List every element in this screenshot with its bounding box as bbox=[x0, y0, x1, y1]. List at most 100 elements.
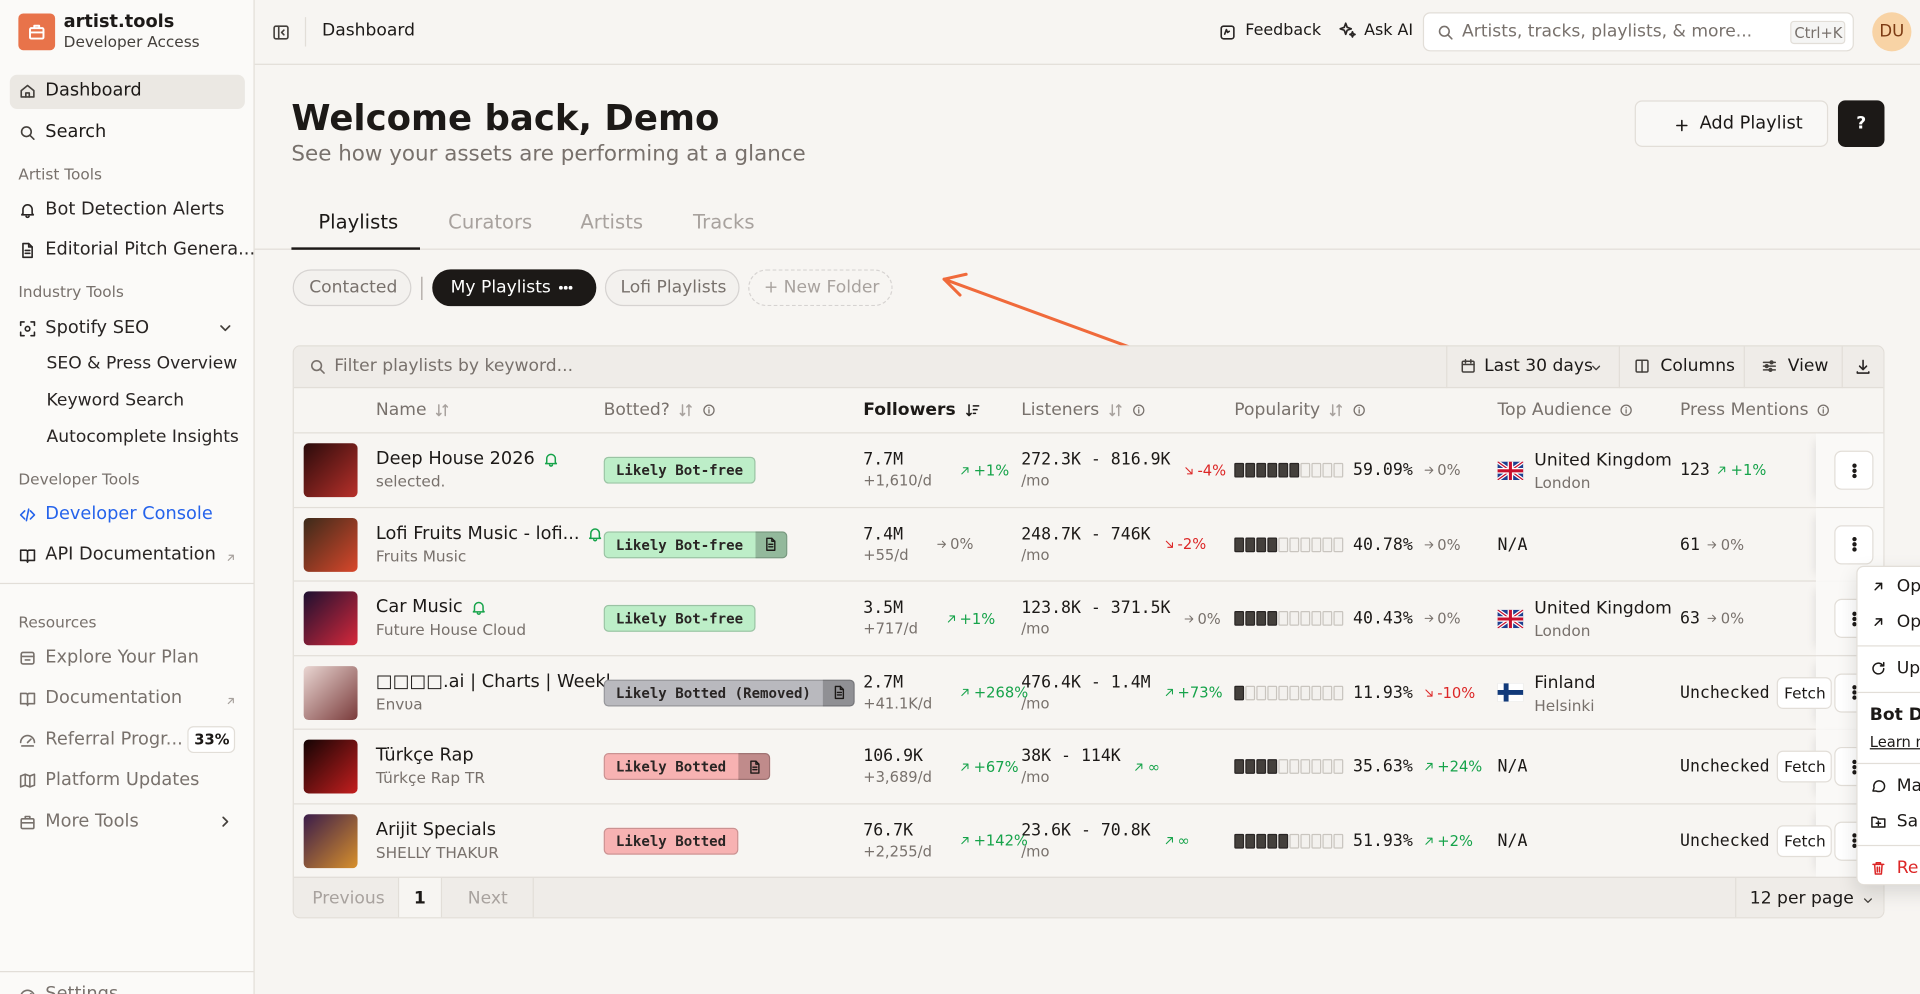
next-button[interactable]: Next bbox=[467, 888, 508, 909]
toolbar-divider bbox=[1446, 346, 1448, 389]
followers-cell: 76.7K +2,255/d +142% bbox=[863, 819, 1028, 862]
add-playlist-button[interactable]: Add Playlist bbox=[1634, 100, 1829, 147]
change-indicator: +67% bbox=[959, 758, 1019, 775]
column-header[interactable]: Botted? bbox=[604, 400, 717, 420]
icon-part bbox=[20, 817, 35, 829]
playlist-thumbnail bbox=[303, 739, 358, 794]
playlist-name-row[interactable]: Lofi Fruits Music - lofi... bbox=[376, 523, 604, 543]
folder-label: + New Folder bbox=[763, 277, 880, 298]
playlist-name-row[interactable]: Car Music bbox=[376, 598, 487, 617]
column-header[interactable]: Followers bbox=[863, 400, 980, 420]
icon-part bbox=[19, 734, 36, 743]
icon bbox=[1424, 540, 1434, 548]
report-icon[interactable] bbox=[823, 678, 856, 706]
columns-button[interactable]: Columns bbox=[1660, 356, 1736, 376]
tab[interactable]: Artists bbox=[580, 210, 644, 234]
folder-chip[interactable]: My Playlists bbox=[432, 269, 597, 307]
nav-sublink[interactable]: Autocomplete Insights bbox=[46, 427, 239, 447]
menu-item[interactable]: Op bbox=[1896, 576, 1920, 597]
global-search[interactable]: Artists, tracks, playlists, & more... Ctr… bbox=[1422, 12, 1854, 52]
menu-item[interactable]: Ma bbox=[1896, 776, 1920, 796]
icon bbox=[20, 815, 35, 829]
popularity-segment bbox=[1289, 462, 1300, 478]
playlist-name-row[interactable]: Arijit Specials bbox=[376, 820, 496, 840]
nav-link[interactable]: More Tools bbox=[45, 811, 139, 832]
view-button[interactable]: View bbox=[1787, 356, 1829, 376]
playlist-name-row[interactable]: □□□□.ai | Charts | Weekl... bbox=[376, 672, 628, 692]
icon-part bbox=[568, 285, 573, 290]
previous-button[interactable]: Previous bbox=[312, 888, 385, 909]
popularity-segment bbox=[1256, 611, 1267, 626]
tab[interactable]: Curators bbox=[448, 210, 533, 234]
nav-section-heading: Artist Tools bbox=[18, 164, 102, 184]
nav-link[interactable]: Explore Your Plan bbox=[45, 647, 199, 668]
bot-status-badge: Likely Bot-free bbox=[603, 530, 788, 558]
icon-part bbox=[1852, 769, 1857, 774]
ask-ai-button[interactable]: Ask AI bbox=[1364, 21, 1414, 40]
nav-link[interactable]: Developer Console bbox=[45, 504, 213, 525]
column-header[interactable]: Listeners bbox=[1021, 400, 1145, 420]
nav-sublink[interactable]: Keyword Search bbox=[46, 390, 185, 411]
nav-link[interactable]: Documentation bbox=[45, 688, 183, 708]
column-header[interactable]: Top Audience bbox=[1498, 400, 1634, 420]
icon-part bbox=[1424, 466, 1434, 474]
nav-link[interactable]: Platform Updates bbox=[45, 770, 200, 790]
page-number[interactable]: 1 bbox=[413, 888, 426, 909]
menu-item[interactable]: Sa bbox=[1896, 811, 1919, 832]
flag-part bbox=[1497, 461, 1524, 480]
nav-link[interactable]: Settings bbox=[45, 984, 118, 994]
nav-link[interactable]: Spotify SEO bbox=[45, 318, 150, 338]
icon bbox=[1461, 358, 1475, 373]
nav-link[interactable]: Search bbox=[45, 122, 107, 143]
bot-status-badge: Likely Bot-free bbox=[603, 456, 756, 484]
playlist-name-row[interactable]: Deep House 2026 bbox=[376, 449, 559, 469]
avatar[interactable]: DU bbox=[1872, 12, 1912, 52]
menu-item[interactable]: Up bbox=[1896, 658, 1920, 679]
icon-part bbox=[548, 464, 553, 467]
menu-item[interactable]: Re bbox=[1896, 858, 1919, 878]
folder-chip[interactable]: + New Folder bbox=[748, 269, 893, 307]
report-icon[interactable] bbox=[755, 530, 788, 558]
folder-chip[interactable]: Contacted bbox=[292, 269, 412, 307]
filter-input[interactable]: Filter playlists by keyword... bbox=[334, 356, 574, 376]
nav-sublink[interactable]: SEO & Press Overview bbox=[46, 353, 238, 374]
icon bbox=[1856, 359, 1870, 374]
popularity-segment bbox=[1333, 611, 1344, 626]
icon bbox=[1592, 364, 1601, 370]
menu-item[interactable]: Op bbox=[1896, 612, 1920, 632]
report-icon[interactable] bbox=[738, 753, 771, 781]
popularity-segment bbox=[1234, 611, 1245, 626]
change-indicator: +73% bbox=[1163, 684, 1223, 701]
tab[interactable]: Playlists bbox=[318, 210, 399, 234]
folder-chip[interactable]: Lofi Playlists bbox=[604, 269, 740, 307]
nav-link[interactable]: API Documentation bbox=[45, 544, 216, 565]
fetch-button[interactable]: Fetch bbox=[1776, 824, 1832, 857]
icon bbox=[1863, 897, 1873, 903]
row-menu-button[interactable] bbox=[1834, 524, 1874, 564]
nav-link[interactable]: Referral Progr... bbox=[45, 729, 183, 750]
feedback-button[interactable]: Feedback bbox=[1245, 21, 1322, 40]
icon bbox=[20, 84, 35, 98]
badge-label: Likely Bot-free bbox=[615, 461, 744, 479]
fetch-button[interactable]: Fetch bbox=[1776, 750, 1832, 783]
menu-link[interactable]: Learn m bbox=[1869, 733, 1920, 751]
per-page-select[interactable]: 12 per page bbox=[1749, 888, 1854, 909]
button-label: Fetch bbox=[1784, 757, 1826, 776]
row-menu-button[interactable] bbox=[1834, 450, 1874, 490]
date-range-select[interactable]: Last 30 days bbox=[1484, 356, 1593, 376]
help-button[interactable]: ? bbox=[1837, 100, 1885, 147]
change-value: +268% bbox=[973, 683, 1029, 702]
tab[interactable]: Tracks bbox=[693, 210, 755, 234]
nav-link[interactable]: Dashboard bbox=[45, 80, 142, 101]
column-header[interactable]: Popularity bbox=[1234, 400, 1366, 420]
column-header[interactable]: Press Mentions bbox=[1680, 400, 1831, 420]
fetch-button[interactable]: Fetch bbox=[1776, 676, 1832, 709]
nav-link[interactable]: Bot Detection Alerts bbox=[45, 199, 225, 220]
nav-link[interactable]: Editorial Pitch Genera... bbox=[45, 240, 256, 260]
playlist-name-row[interactable]: Türkçe Rap bbox=[376, 746, 474, 766]
referral-badge: 33% bbox=[187, 726, 236, 754]
playlist-name: Lofi Fruits Music - lofi... bbox=[375, 523, 580, 544]
change-value: ∞ bbox=[1147, 757, 1160, 776]
column-header[interactable]: Name bbox=[376, 400, 451, 420]
